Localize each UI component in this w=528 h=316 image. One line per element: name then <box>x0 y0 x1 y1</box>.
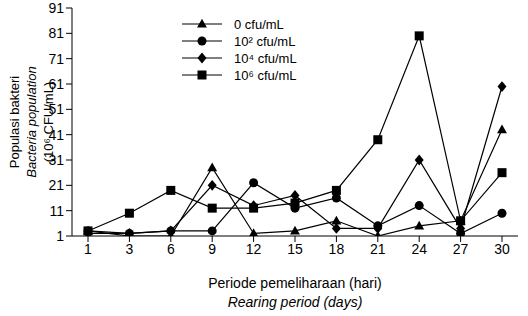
svg-text:21: 21 <box>370 241 386 257</box>
svg-text:6: 6 <box>167 241 175 257</box>
svg-text:0 cfu/mL: 0 cfu/mL <box>234 17 284 32</box>
svg-text:11: 11 <box>49 203 64 219</box>
svg-text:(10⁶ CFU/mL): (10⁶ CFU/mL) <box>41 82 56 162</box>
svg-text:30: 30 <box>494 241 510 257</box>
svg-text:9: 9 <box>208 241 216 257</box>
svg-text:41: 41 <box>48 127 64 143</box>
svg-text:10⁴ cfu/mL: 10⁴ cfu/mL <box>234 51 297 66</box>
svg-text:18: 18 <box>329 241 345 257</box>
svg-text:21: 21 <box>48 177 64 193</box>
svg-text:24: 24 <box>411 241 427 257</box>
svg-text:3: 3 <box>126 241 134 257</box>
svg-text:81: 81 <box>48 25 64 41</box>
svg-text:10⁶ cfu/mL: 10⁶ cfu/mL <box>234 68 296 83</box>
svg-text:71: 71 <box>48 51 64 67</box>
svg-text:12: 12 <box>246 241 262 257</box>
svg-text:27: 27 <box>453 241 469 257</box>
svg-text:Periode pemeliharaan (hari): Periode pemeliharaan (hari) <box>208 275 382 291</box>
svg-text:Rearing period (days): Rearing period (days) <box>228 294 363 310</box>
svg-text:31: 31 <box>48 152 64 168</box>
svg-text:Bacteria population: Bacteria population <box>24 66 39 177</box>
svg-text:10² cfu/mL: 10² cfu/mL <box>234 34 295 49</box>
svg-text:91: 91 <box>48 0 64 16</box>
svg-text:61: 61 <box>48 76 64 92</box>
svg-text:51: 51 <box>48 101 64 117</box>
svg-text:Populasi bakteri: Populasi bakteri <box>8 76 22 169</box>
svg-text:1: 1 <box>84 241 92 257</box>
svg-text:1: 1 <box>56 228 64 244</box>
svg-text:15: 15 <box>287 241 303 257</box>
